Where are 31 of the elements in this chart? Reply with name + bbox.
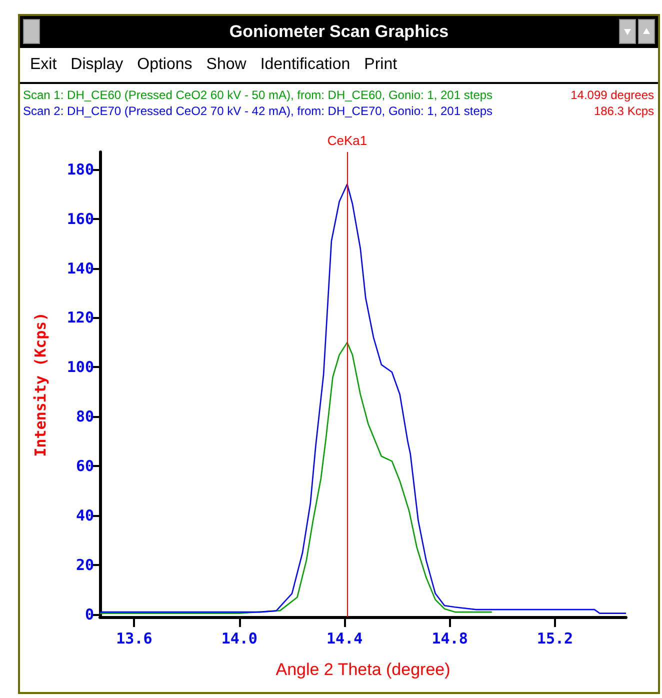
- text: Scan 2: DH_CE70 (Pressed CeO2 70 kV - 42 mA), from: DH_CE70, Gonio: 1, 201 steps: [23, 104, 493, 118]
- y-tick-label: 100: [66, 358, 94, 376]
- line-series: [99, 342, 493, 614]
- x-tick-label: 14.8: [432, 630, 468, 648]
- y-tick-label: 40: [76, 506, 94, 525]
- text: Identification: [260, 56, 350, 73]
- x-tick-label: 14.4: [326, 630, 363, 648]
- y-axis-title: Intensity (Kcps): [32, 312, 50, 457]
- y-tick-label: 120: [66, 308, 94, 327]
- x-tick-label: 13.6: [116, 630, 152, 648]
- y-tick-label: 140: [66, 259, 94, 278]
- text: Display: [70, 56, 124, 73]
- x-axis-title: Angle 2 Theta (degree): [276, 660, 450, 679]
- text: Exit: [30, 56, 57, 73]
- y-tick-label: 20: [76, 556, 94, 574]
- y-tick-label: 180: [66, 160, 94, 178]
- text: 14.099 degrees: [570, 88, 654, 102]
- x-tick-label: 15.2: [536, 630, 574, 648]
- ref-line-label: CeKa1: [327, 133, 368, 148]
- text: Show: [206, 56, 246, 73]
- text: Print: [364, 56, 398, 73]
- text: Options: [137, 56, 192, 73]
- y-tick-label: 60: [76, 457, 94, 476]
- x-tick-label: 14.0: [221, 630, 258, 648]
- text: 186.3 Kcps: [594, 104, 654, 118]
- y-tick-label: 160: [66, 210, 94, 228]
- chart-title: Goniometer Scan Graphics: [229, 22, 449, 41]
- line-series: [99, 184, 627, 614]
- text: Scan 1: DH_CE60 (Pressed CeO2 60 kV - 50 mA), from: DH_CE60, Gonio: 1, 201 steps: [23, 88, 493, 102]
- y-tick-label: 80: [76, 408, 94, 426]
- y-tick-label: 0: [84, 606, 94, 624]
